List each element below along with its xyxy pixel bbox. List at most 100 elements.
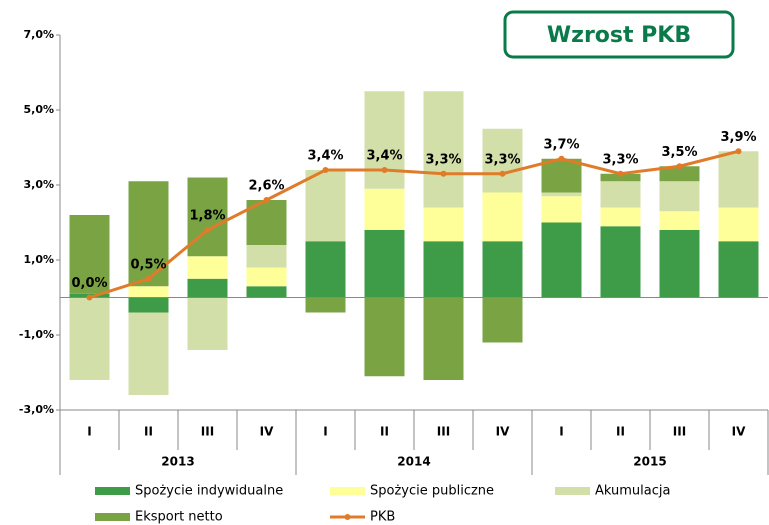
bar-segment bbox=[246, 245, 287, 268]
x-tick-label: II bbox=[616, 425, 625, 439]
data-label: 3,4% bbox=[307, 149, 343, 164]
bar-segment bbox=[659, 230, 700, 298]
x-tick-label: IV bbox=[732, 425, 746, 439]
legend-label: Spożycie indywidualne bbox=[135, 484, 283, 499]
bar-segment bbox=[541, 196, 582, 223]
line-marker bbox=[145, 275, 152, 282]
bar-segment bbox=[541, 192, 582, 197]
line bbox=[89, 149, 739, 299]
y-tick-label: -3,0% bbox=[19, 403, 54, 416]
line-marker bbox=[86, 294, 93, 301]
bar-segment bbox=[482, 192, 523, 242]
legend-swatch bbox=[95, 487, 130, 495]
data-label: 3,9% bbox=[720, 130, 756, 145]
line-marker bbox=[676, 163, 683, 170]
bar-segment bbox=[600, 173, 641, 182]
x-tick-label: IV bbox=[496, 425, 510, 439]
bar-segment bbox=[541, 158, 582, 193]
data-label: 0,5% bbox=[130, 257, 166, 272]
legend-label: PKB bbox=[370, 510, 395, 525]
data-label: 1,8% bbox=[189, 209, 225, 224]
bar-segment bbox=[305, 170, 346, 242]
data-label: 3,3% bbox=[602, 152, 638, 167]
bar-segment bbox=[659, 166, 700, 182]
bar-segment bbox=[128, 286, 169, 298]
bar-segment bbox=[305, 297, 346, 313]
legend-swatch bbox=[330, 487, 365, 495]
x-tick-label: I bbox=[87, 425, 91, 439]
data-label: 2,6% bbox=[248, 179, 284, 194]
bar-segment bbox=[364, 91, 405, 189]
y-tick-label: 3,0% bbox=[23, 178, 54, 191]
bar-segment bbox=[659, 211, 700, 230]
bar-segment bbox=[364, 230, 405, 298]
bar-segment bbox=[69, 297, 110, 380]
bar-segment bbox=[187, 278, 228, 298]
bar-segment bbox=[364, 297, 405, 377]
y-tick-label: 7,0% bbox=[23, 28, 54, 41]
legend-swatch bbox=[555, 487, 590, 495]
data-label: 3,3% bbox=[425, 152, 461, 167]
y-tick-label: 5,0% bbox=[23, 103, 54, 116]
x-tick-label: III bbox=[673, 425, 686, 439]
legend-swatch bbox=[95, 513, 130, 521]
bar-segment bbox=[423, 241, 464, 298]
x-tick-label: I bbox=[323, 425, 327, 439]
bar-segment bbox=[600, 207, 641, 227]
legend-label: Akumulacja bbox=[595, 484, 670, 499]
bar-segment bbox=[423, 297, 464, 380]
bar-segment bbox=[128, 312, 169, 395]
line-marker bbox=[617, 170, 624, 177]
line-marker bbox=[440, 170, 447, 177]
x-tick-label: III bbox=[201, 425, 214, 439]
title-box bbox=[503, 10, 735, 59]
legend-label: Eksport netto bbox=[135, 510, 223, 525]
data-label: 3,3% bbox=[484, 152, 520, 167]
bar-segment bbox=[600, 181, 641, 208]
x-tick-label: IV bbox=[260, 425, 274, 439]
line-marker bbox=[558, 155, 565, 162]
group-label: 2013 bbox=[161, 455, 194, 469]
bar-segment bbox=[187, 297, 228, 350]
line-marker bbox=[735, 148, 742, 155]
bar-segment bbox=[69, 215, 110, 294]
line-marker bbox=[322, 167, 329, 173]
line-marker bbox=[204, 227, 211, 233]
group-label: 2015 bbox=[633, 455, 666, 469]
bar-segment bbox=[718, 241, 759, 298]
x-tick-label: II bbox=[144, 425, 153, 439]
chart-title: Wzrost PKB bbox=[547, 23, 691, 48]
data-label: 3,5% bbox=[661, 145, 697, 160]
bar-segment bbox=[659, 181, 700, 212]
bar-segment bbox=[718, 151, 759, 208]
bar-segment bbox=[305, 241, 346, 298]
bar-segment bbox=[423, 207, 464, 242]
line-marker bbox=[263, 197, 270, 203]
y-tick-label: -1,0% bbox=[19, 328, 54, 341]
bar-segment bbox=[600, 226, 641, 298]
y-tick-label: 1,0% bbox=[23, 253, 54, 266]
x-tick-label: I bbox=[559, 425, 563, 439]
bar-segment bbox=[482, 297, 523, 343]
group-label: 2014 bbox=[397, 455, 430, 469]
legend-label: Spożycie publiczne bbox=[370, 484, 494, 499]
legend-marker bbox=[344, 514, 351, 520]
x-tick-label: III bbox=[437, 425, 450, 439]
bar-segment bbox=[246, 286, 287, 298]
data-label: 0,0% bbox=[71, 276, 107, 291]
line-marker bbox=[499, 170, 506, 177]
bar-segment bbox=[187, 177, 228, 257]
bar-segment bbox=[187, 256, 228, 279]
bar-segment bbox=[482, 241, 523, 298]
bar-segment bbox=[128, 297, 169, 313]
x-tick-label: II bbox=[380, 425, 389, 439]
bar-segment bbox=[482, 128, 523, 193]
line-marker bbox=[381, 167, 388, 173]
bar-segment bbox=[423, 91, 464, 208]
data-label: 3,7% bbox=[543, 137, 579, 152]
bar-segment bbox=[246, 267, 287, 287]
bar-segment bbox=[364, 188, 405, 230]
bar-segment bbox=[541, 222, 582, 298]
